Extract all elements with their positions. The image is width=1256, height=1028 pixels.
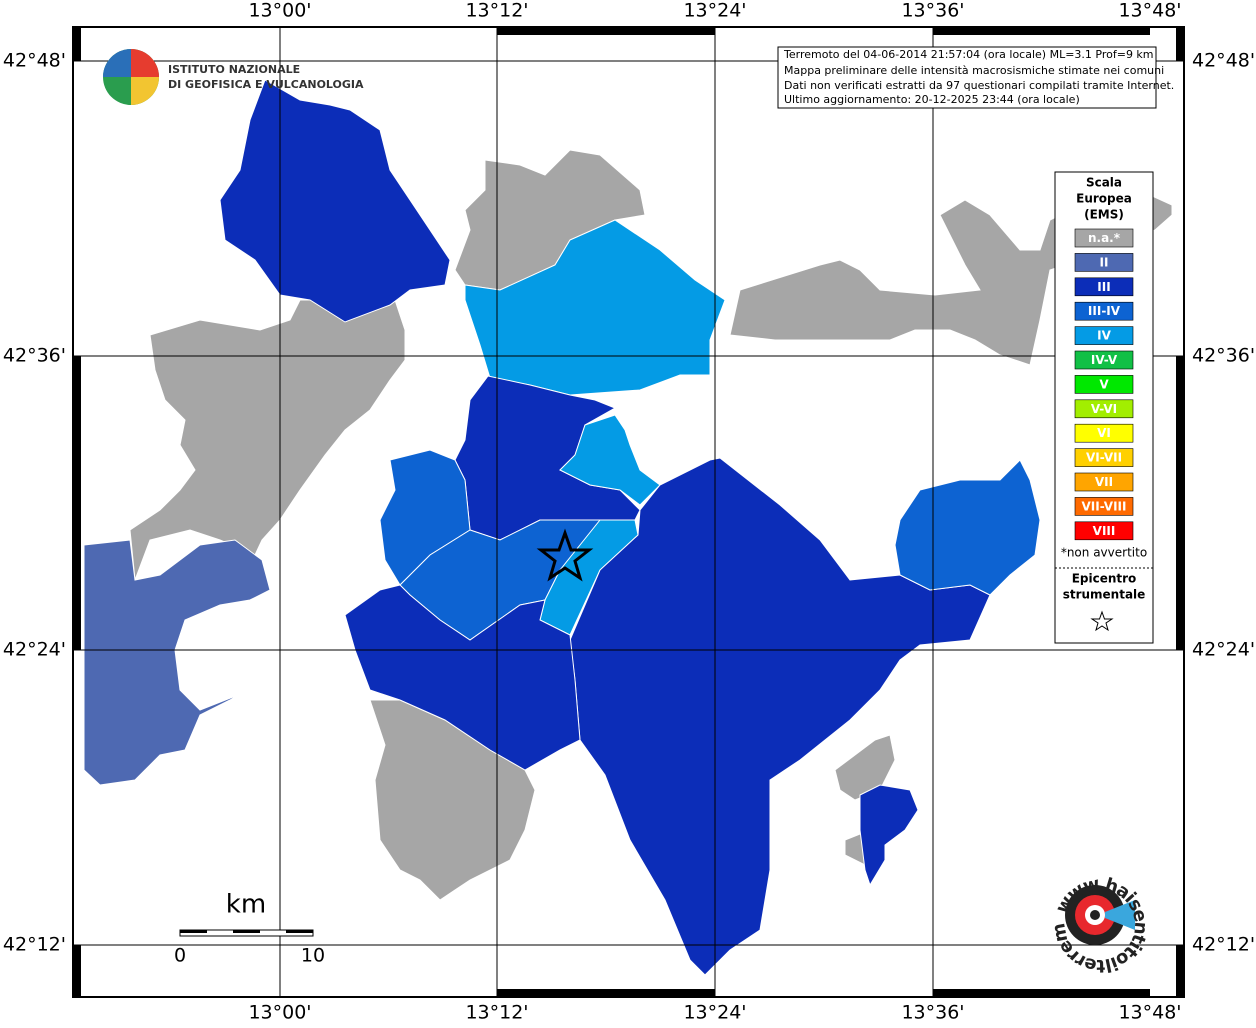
legend-title: Scala	[1086, 176, 1122, 190]
lon-label: 13°00'	[248, 1002, 311, 1024]
legend-label: IV	[1097, 329, 1111, 343]
lat-label: 42°24'	[1192, 639, 1255, 661]
legend-title: Europea	[1076, 192, 1132, 206]
legend-note: *non avvertito	[1061, 546, 1147, 560]
legend-swatch	[1074, 301, 1134, 321]
legend-label: VIII	[1093, 524, 1116, 538]
info-line: Dati non verificati estratti da 97 quest…	[784, 79, 1174, 92]
graticule	[73, 27, 1184, 997]
legend-swatch	[1074, 277, 1134, 297]
legend-label: n.a.*	[1088, 231, 1121, 245]
legend-epicenter: strumentale	[1063, 588, 1146, 602]
lat-label: 42°24'	[3, 639, 66, 661]
lon-label: 13°48'	[1118, 1002, 1181, 1024]
legend-swatch	[1074, 497, 1134, 516]
lat-label: 42°48'	[3, 50, 66, 72]
legend-swatch	[1074, 350, 1134, 370]
region	[834, 734, 896, 801]
legend-label: III	[1097, 280, 1110, 294]
legend-epicenter: Epicentro	[1072, 572, 1137, 586]
legend-label: IV-V	[1091, 353, 1118, 367]
legend-label: VII-VIII	[1081, 499, 1126, 513]
legend-title: (EMS)	[1084, 208, 1124, 222]
lat-label: 42°36'	[3, 345, 66, 367]
legend-swatch	[1074, 253, 1134, 272]
scale-label: 0	[174, 945, 186, 967]
legend-label: VI-VII	[1086, 451, 1122, 465]
scale-bar: km 0 10	[174, 890, 325, 967]
region	[859, 784, 919, 887]
epicenter-star	[536, 528, 594, 582]
scale-unit: km	[226, 890, 266, 920]
legend-swatch	[1074, 448, 1134, 467]
info-box: Terremoto del 04-06-2014 21:57:04 (ora l…	[777, 46, 1174, 109]
info-line: Ultimo aggiornamento: 20-12-2025 23:44 (…	[784, 93, 1080, 106]
frame-bars	[73, 27, 1184, 997]
lon-label: 13°36'	[901, 0, 964, 22]
lat-label: 42°36'	[1192, 345, 1255, 367]
lon-label: 13°00'	[248, 0, 311, 22]
legend-swatch	[1074, 228, 1134, 248]
legend-label: V	[1099, 377, 1109, 391]
legend-swatch	[1074, 423, 1134, 443]
legend-swatch	[1074, 521, 1134, 541]
logo-text: ISTITUTO NAZIONALE	[168, 63, 300, 76]
lat-label: 42°12'	[3, 934, 66, 956]
lon-label: 13°36'	[901, 1002, 964, 1024]
legend-label: VII	[1095, 475, 1113, 489]
info-line: Mappa preliminare delle intensità macros…	[784, 64, 1164, 77]
legend-star	[1090, 610, 1114, 632]
lon-label: 13°12'	[465, 0, 528, 22]
legend-label: VI	[1097, 426, 1111, 440]
legend-swatch	[1074, 472, 1134, 492]
scale-label: 10	[301, 945, 325, 967]
region	[344, 584, 581, 771]
legend-swatch	[1074, 375, 1134, 394]
legend-label: III-IV	[1088, 304, 1121, 318]
region	[464, 219, 726, 396]
info-line: Terremoto del 04-06-2014 21:57:04 (ora l…	[783, 48, 1154, 61]
region	[559, 414, 661, 506]
legend-label: II	[1100, 255, 1109, 269]
legend-label: V-VI	[1091, 402, 1117, 416]
regions	[83, 79, 1173, 976]
lon-label: 13°48'	[1118, 0, 1181, 22]
lon-label: 13°12'	[465, 1002, 528, 1024]
region	[569, 457, 991, 976]
legend: Scala Europea (EMS) *non avvertito Epice…	[1054, 171, 1154, 644]
lon-label: 13°24'	[683, 1002, 746, 1024]
lat-label: 42°12'	[1192, 934, 1255, 956]
logo-text: DI GEOFISICA E VULCANOLOGIA	[168, 78, 364, 91]
region	[894, 459, 1041, 596]
region	[219, 79, 451, 323]
legend-swatch	[1074, 399, 1134, 419]
legend-swatch	[1074, 326, 1134, 345]
lon-label: 13°24'	[683, 0, 746, 22]
ingv-logo: ISTITUTO NAZIONALE DI GEOFISICA E VULCAN…	[103, 49, 364, 105]
lat-label: 42°48'	[1192, 50, 1255, 72]
